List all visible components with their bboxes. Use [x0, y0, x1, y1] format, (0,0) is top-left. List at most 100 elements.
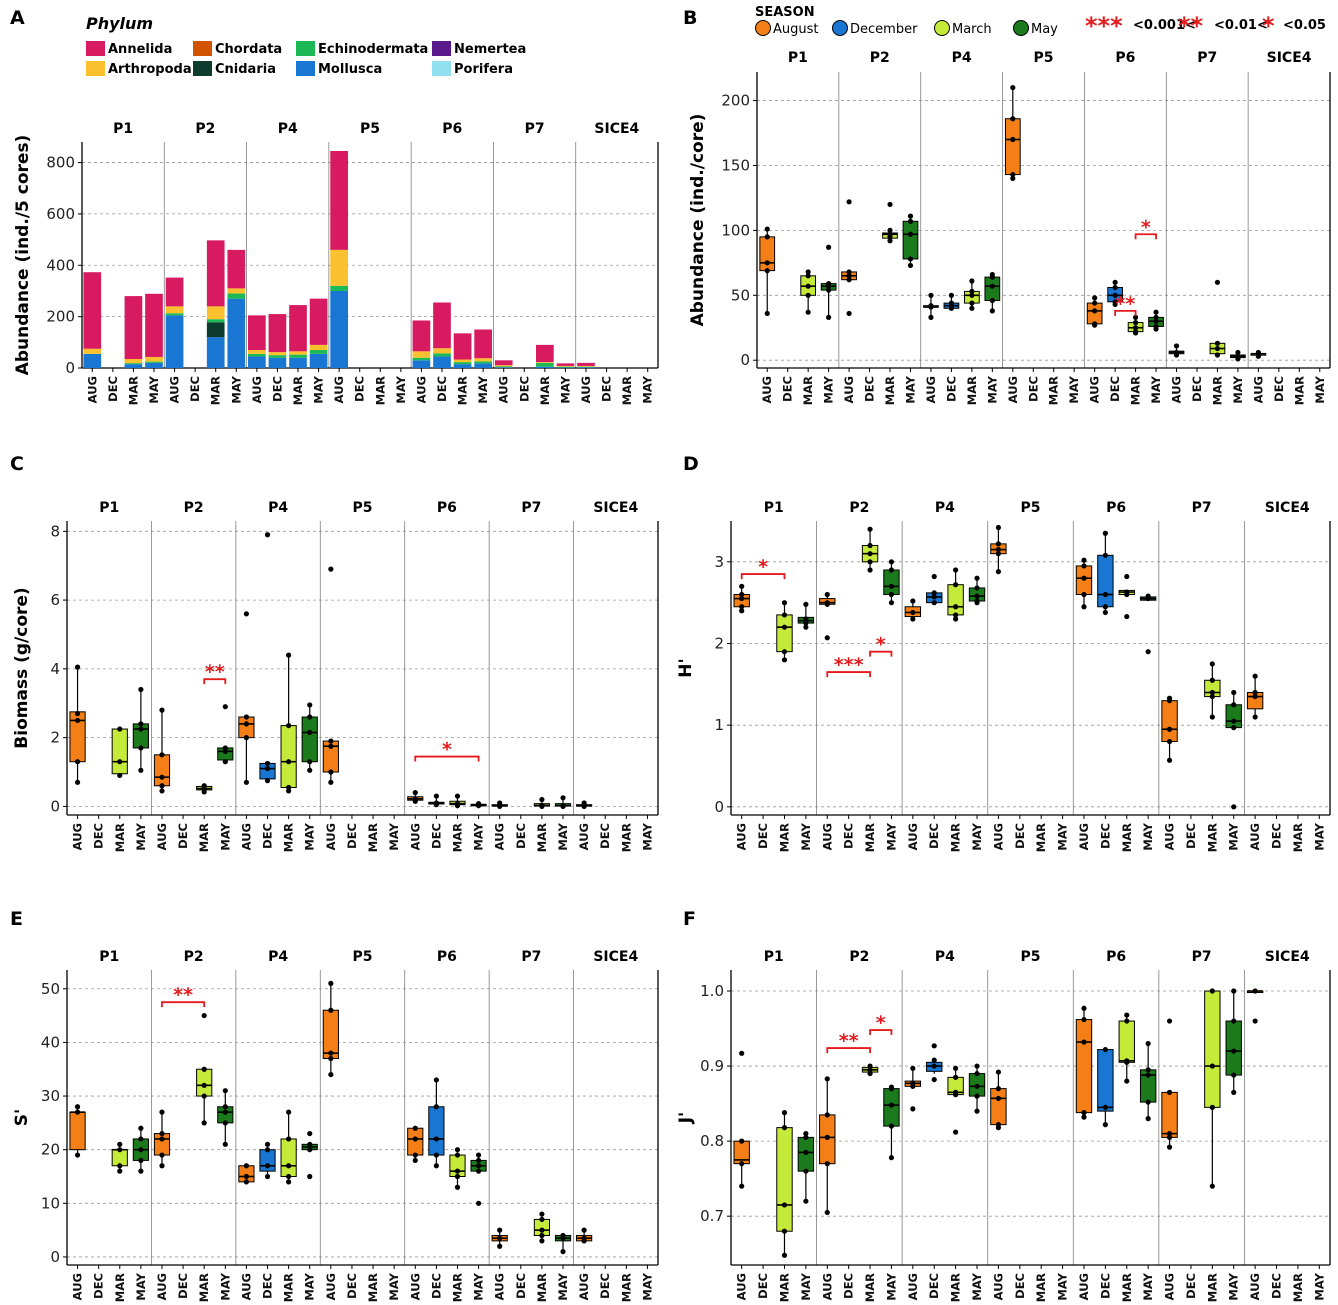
box-p2-aug	[153, 1109, 171, 1169]
legend-label-nemertea: Nemertea	[454, 42, 526, 57]
box-p1-may	[132, 686, 149, 773]
data-point	[867, 526, 873, 532]
data-point	[1010, 136, 1016, 143]
bar-segment-arthropoda	[536, 362, 554, 363]
data-point	[222, 1088, 228, 1094]
data-point	[1231, 718, 1237, 724]
box-p5-aug	[990, 524, 1007, 575]
box-body	[1097, 554, 1114, 608]
data-point	[560, 803, 566, 809]
facet-label-p4: P4	[935, 500, 955, 516]
box-body	[1225, 1020, 1242, 1076]
data-point	[222, 1104, 228, 1110]
y-tick-label: 0	[50, 1248, 60, 1266]
facet-label-sice4: SICE4	[593, 500, 638, 516]
facet-label-p6: P6	[437, 949, 457, 965]
box-body	[776, 1127, 793, 1232]
data-point	[867, 1070, 873, 1077]
data-point	[910, 1065, 916, 1071]
data-point	[826, 244, 832, 250]
data-point	[1102, 591, 1108, 598]
bar-segment-mollusca	[494, 367, 513, 368]
data-point	[867, 559, 873, 565]
x-tick-label: DEC	[345, 823, 359, 849]
facet-label-p1: P1	[99, 500, 119, 516]
x-tick-label: MAR	[863, 1273, 877, 1302]
x-tick-label: MAY	[640, 1272, 654, 1300]
x-tick-label: AUG	[1077, 1273, 1091, 1300]
panel-label: D	[683, 453, 699, 475]
data-point	[824, 600, 830, 606]
data-point	[117, 772, 123, 779]
data-point	[781, 1125, 788, 1131]
data-point	[1252, 988, 1258, 994]
bar-segment-echinodermata	[412, 357, 431, 361]
data-point	[781, 1228, 788, 1234]
data-point	[888, 583, 895, 589]
data-point	[805, 273, 811, 279]
facet-label-p4: P4	[268, 949, 288, 965]
season-legend-title: SEASON	[755, 5, 815, 20]
data-point	[1145, 593, 1151, 599]
x-tick-label: DEC	[1270, 1273, 1284, 1299]
box-p6-aug	[1086, 295, 1103, 328]
x-tick-label: DEC	[176, 823, 190, 849]
significance-bracket: *	[869, 634, 893, 657]
data-point	[931, 600, 937, 606]
x-tick-label: DEC	[435, 376, 449, 402]
bar-segment-annelida	[227, 249, 246, 289]
bar-segment-echinodermata	[309, 350, 328, 354]
box-p4-aug	[923, 292, 939, 320]
data-point	[328, 1055, 334, 1062]
data-point	[1231, 804, 1237, 810]
y-tick-label: 30	[41, 1087, 60, 1105]
box-p4-mar	[947, 1065, 964, 1135]
panel-f: F 0.7 0.8 0.9 1.0 J' P1 AUG DEC MAR MAY P2 AUG DEC MAR…	[676, 908, 1331, 1302]
x-tick-label: MAR	[777, 1273, 791, 1302]
data-point	[1102, 604, 1108, 610]
data-point	[433, 1152, 439, 1158]
x-tick-label: MAR	[801, 376, 815, 405]
box-p6-aug	[1075, 1005, 1093, 1120]
data-point	[928, 303, 934, 309]
box-p7-mar	[533, 1211, 551, 1244]
data-point	[1252, 689, 1258, 696]
x-tick-label: DEC	[1026, 376, 1040, 402]
data-point	[1166, 726, 1173, 732]
box-p2-may	[883, 1084, 900, 1161]
bar-segment-echinodermata	[124, 363, 143, 365]
bar-segment-arthropoda	[330, 249, 348, 286]
box-body	[990, 1088, 1007, 1126]
data-point	[328, 1071, 334, 1078]
facet-label-p1: P1	[788, 50, 808, 66]
bar-segment-cnidaria	[206, 322, 225, 338]
data-point	[286, 722, 292, 729]
facet-label-p4: P4	[268, 500, 288, 516]
x-tick-label: MAR	[1034, 1273, 1048, 1302]
significance-key-stars: *	[1262, 12, 1275, 40]
data-point	[805, 269, 811, 275]
y-tick-label: 50	[731, 286, 750, 304]
box-p4-mar	[280, 652, 297, 794]
box-p6-dec	[428, 1077, 445, 1169]
bar-segment-echinodermata	[268, 355, 287, 358]
legend-label-mollusca: Mollusca	[318, 62, 382, 77]
x-tick-label: MAR	[1205, 823, 1219, 852]
box-body	[280, 725, 297, 788]
data-point	[931, 1057, 937, 1063]
data-point	[888, 1102, 895, 1108]
data-point	[1081, 1039, 1087, 1045]
data-point	[781, 624, 788, 630]
data-point	[1092, 308, 1098, 314]
data-point	[1209, 677, 1215, 683]
bar-segment-echinodermata	[433, 353, 451, 357]
data-point	[1252, 673, 1258, 679]
facet-label-sice4: SICE4	[594, 121, 639, 137]
box-p7-aug	[491, 800, 508, 810]
box-body	[776, 614, 793, 653]
x-tick-label: DEC	[92, 823, 106, 849]
data-point	[1166, 1089, 1173, 1095]
data-point	[969, 292, 975, 298]
significance-stars: *	[876, 1012, 886, 1034]
bar-segment-mollusca	[268, 357, 287, 368]
